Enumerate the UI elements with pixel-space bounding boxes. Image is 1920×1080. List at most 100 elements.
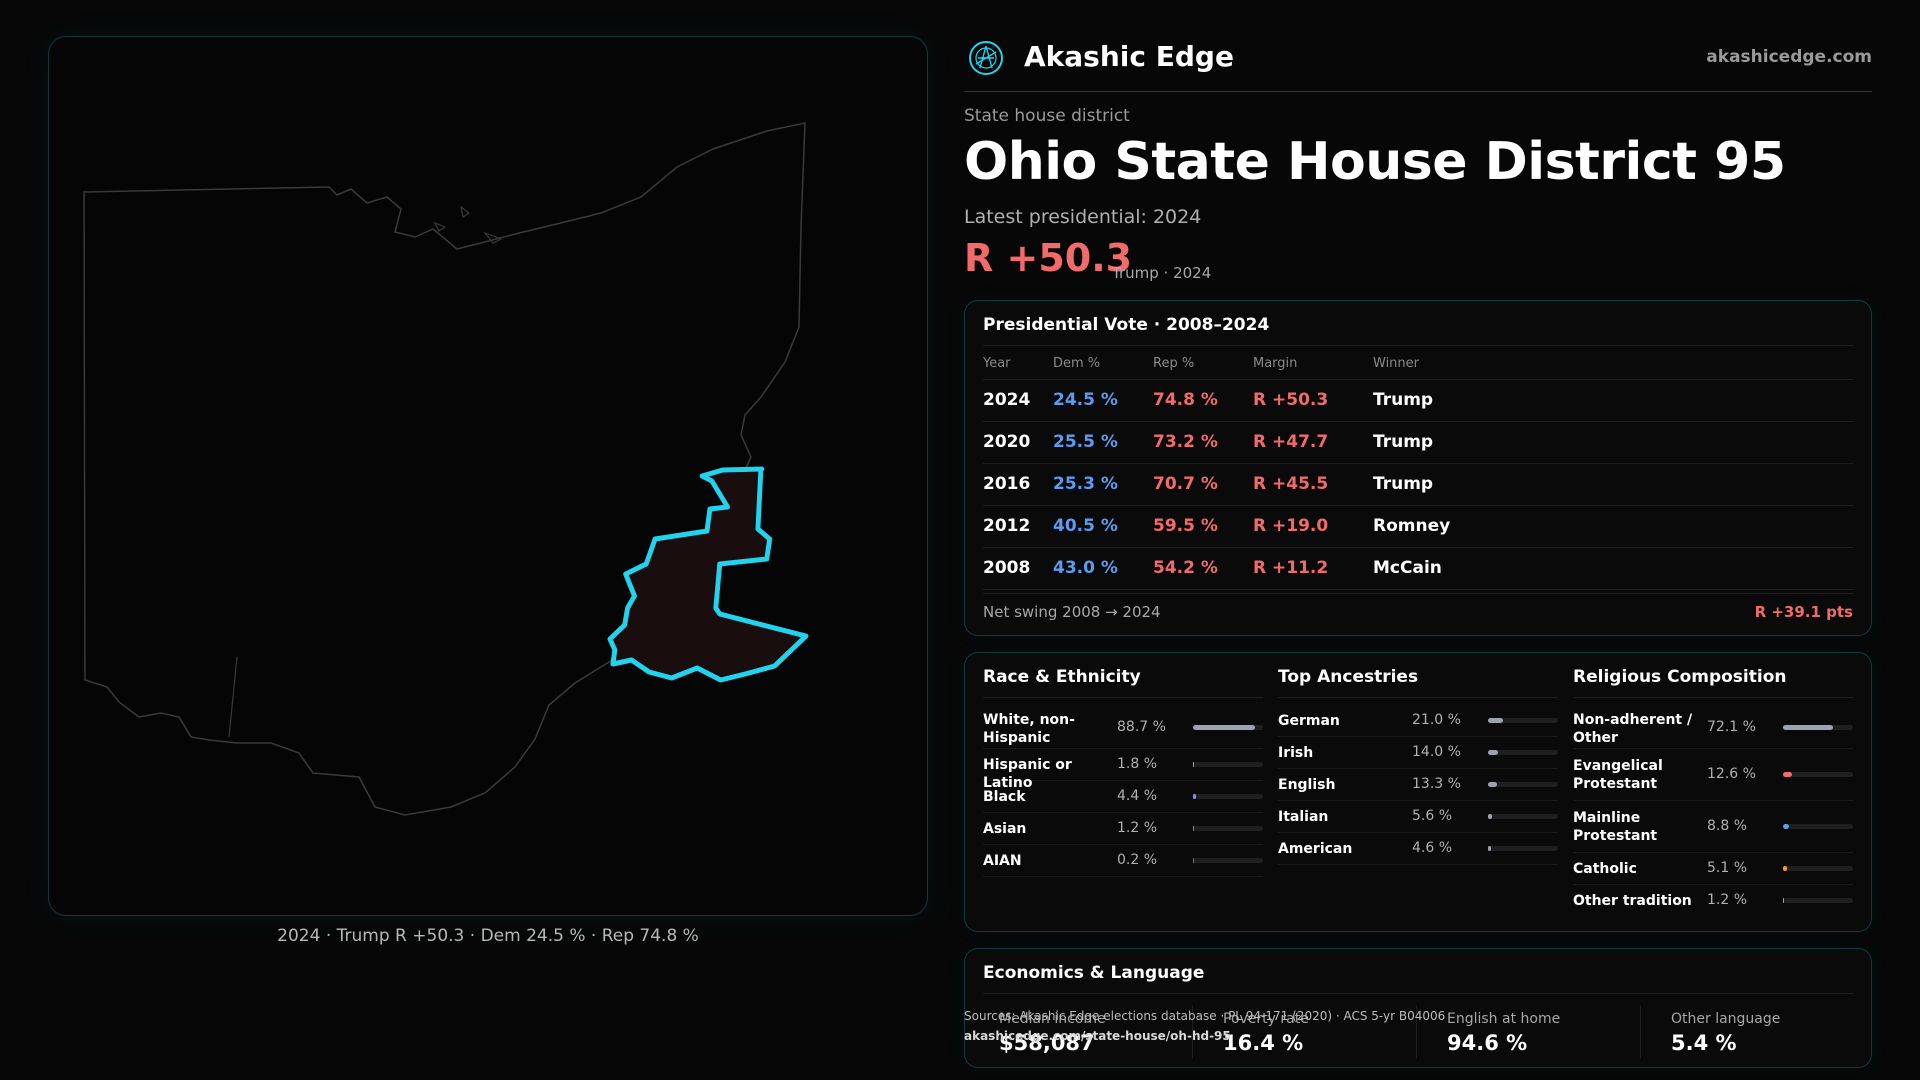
list-item: AIAN 0.2 % [983, 845, 1263, 877]
ohio-map-svg [83, 122, 809, 816]
item-pct: 4.4 % [1117, 788, 1158, 804]
item-bar-track [1783, 725, 1853, 730]
item-label: Other tradition [1573, 893, 1692, 909]
header-winner: Winner [1373, 349, 1853, 380]
item-label: American [1278, 841, 1353, 857]
table-header-row: Year Dem % Rep % Margin Winner [983, 349, 1853, 380]
item-pct: 0.2 % [1117, 852, 1158, 868]
economics-title: Economics & Language [983, 963, 1205, 983]
cell-winner: Trump [1373, 379, 1853, 422]
item-bar [1488, 750, 1498, 755]
cell-margin: R +45.5 [1253, 463, 1373, 506]
list-item: Black 4.4 % [983, 781, 1263, 813]
header-year: Year [983, 349, 1053, 380]
item-label: Black [983, 789, 1026, 805]
item-bar-track [1783, 866, 1853, 871]
race-ethnicity-title: Race & Ethnicity [983, 667, 1141, 687]
divider [983, 993, 1853, 994]
list-item: Italian 5.6 % [1278, 801, 1558, 833]
item-pct: 12.6 % [1707, 766, 1756, 782]
list-item: White, non-Hispanic 88.7 % [983, 705, 1263, 749]
item-bar-track [1193, 858, 1263, 863]
item-label: Italian [1278, 809, 1329, 825]
item-pct: 14.0 % [1412, 744, 1461, 760]
sources-text: Sources: Akashic Edge elections database… [964, 1009, 1446, 1023]
latest-presidential-label: Latest presidential: 2024 [964, 206, 1202, 228]
item-bar [1488, 814, 1492, 819]
item-pct: 8.8 % [1707, 818, 1748, 834]
district-95-shape[interactable] [607, 466, 809, 683]
item-pct: 5.6 % [1412, 808, 1453, 824]
item-pct: 1.8 % [1117, 756, 1158, 772]
item-bar [1193, 794, 1197, 799]
item-label: Non-adherent / Other [1573, 712, 1693, 746]
item-bar-track [1193, 826, 1263, 831]
item-bar [1193, 762, 1195, 767]
item-bar [1488, 782, 1498, 787]
item-bar-track [1488, 814, 1558, 819]
item-bar [1783, 772, 1792, 777]
net-swing-value: R +39.1 pts [1754, 603, 1853, 621]
item-bar-track [1783, 898, 1853, 903]
item-pct: 5.1 % [1707, 860, 1748, 876]
stat-poverty-rate: Poverty rate 16.4 % [1207, 1005, 1417, 1059]
item-bar [1783, 725, 1834, 730]
brand-url-link[interactable]: akashicedge.com [1706, 47, 1872, 67]
economics-card: Economics & Language Median income $58,0… [964, 948, 1872, 1068]
cell-margin: R +50.3 [1253, 379, 1373, 422]
presidential-vote-title: Presidential Vote · 2008–2024 [983, 315, 1270, 335]
cell-year: 2020 [983, 421, 1053, 464]
religion-title: Religious Composition [1573, 667, 1787, 687]
divider [983, 345, 1853, 346]
item-pct: 13.3 % [1412, 776, 1461, 792]
stat-value: 16.4 % [1223, 1031, 1304, 1055]
header-rep: Rep % [1153, 349, 1253, 380]
item-label: Asian [983, 821, 1027, 837]
list-item: Mainline Protestant 8.8 % [1573, 801, 1853, 853]
list-item: Asian 1.2 % [983, 813, 1263, 845]
latest-margin-note: Trump · 2024 [1112, 264, 1212, 282]
lake-erie-islands [433, 205, 503, 244]
item-label: White, non-Hispanic [983, 712, 1075, 746]
item-pct: 1.2 % [1117, 820, 1158, 836]
brand-header: Akashic Edge akashicedge.com [964, 36, 1872, 92]
stat-label: English at home [1447, 1011, 1561, 1027]
item-bar-track [1193, 794, 1263, 799]
item-pct: 72.1 % [1707, 719, 1756, 735]
latest-margin: R +50.3 [964, 236, 1133, 280]
sources-footer: Sources: Akashic Edge elections database… [964, 1006, 1445, 1046]
district-kind: State house district [964, 106, 1130, 126]
divider [1278, 697, 1558, 698]
item-bar-track [1193, 762, 1263, 767]
page-title: Ohio State House District 95 [964, 132, 1786, 192]
stat-label: Median income [999, 1011, 1106, 1027]
stat-other-language: Other language 5.4 % [1655, 1005, 1865, 1059]
item-label: Irish [1278, 745, 1314, 761]
divider [1573, 697, 1853, 698]
item-pct: 4.6 % [1412, 840, 1453, 856]
item-pct: 88.7 % [1117, 719, 1166, 735]
item-label: Mainline Protestant [1573, 810, 1658, 844]
item-label: Evangelical Protestant [1573, 758, 1663, 792]
table-row: 2008 43.0 % 54.2 % R +11.2 McCain [983, 547, 1853, 590]
item-bar [1193, 858, 1195, 863]
cell-margin: R +11.2 [1253, 547, 1373, 590]
item-label: Hispanic or Latino [983, 757, 1072, 791]
net-swing-label: Net swing 2008 → 2024 [983, 603, 1161, 621]
item-bar [1193, 826, 1195, 831]
presidential-vote-card: Presidential Vote · 2008–2024 Year Dem %… [964, 300, 1872, 636]
list-item: Irish 14.0 % [1278, 737, 1558, 769]
district-map[interactable] [48, 36, 928, 916]
cell-margin: R +19.0 [1253, 505, 1373, 548]
list-item: Hispanic or Latino 1.8 % [983, 749, 1263, 791]
stat-median-income: Median income $58,087 [983, 1005, 1193, 1059]
cell-rep: 54.2 % [1153, 547, 1253, 590]
ohio-interior-line [228, 656, 238, 738]
cell-year: 2008 [983, 547, 1053, 590]
stat-value: $58,087 [999, 1031, 1095, 1055]
source-url-link[interactable]: akashicedge.com/state-house/oh-hd-95 [964, 1029, 1231, 1043]
cell-winner: Trump [1373, 463, 1853, 506]
list-item: American 4.6 % [1278, 833, 1558, 865]
cell-dem: 43.0 % [1053, 547, 1153, 590]
item-bar-track [1193, 725, 1263, 730]
